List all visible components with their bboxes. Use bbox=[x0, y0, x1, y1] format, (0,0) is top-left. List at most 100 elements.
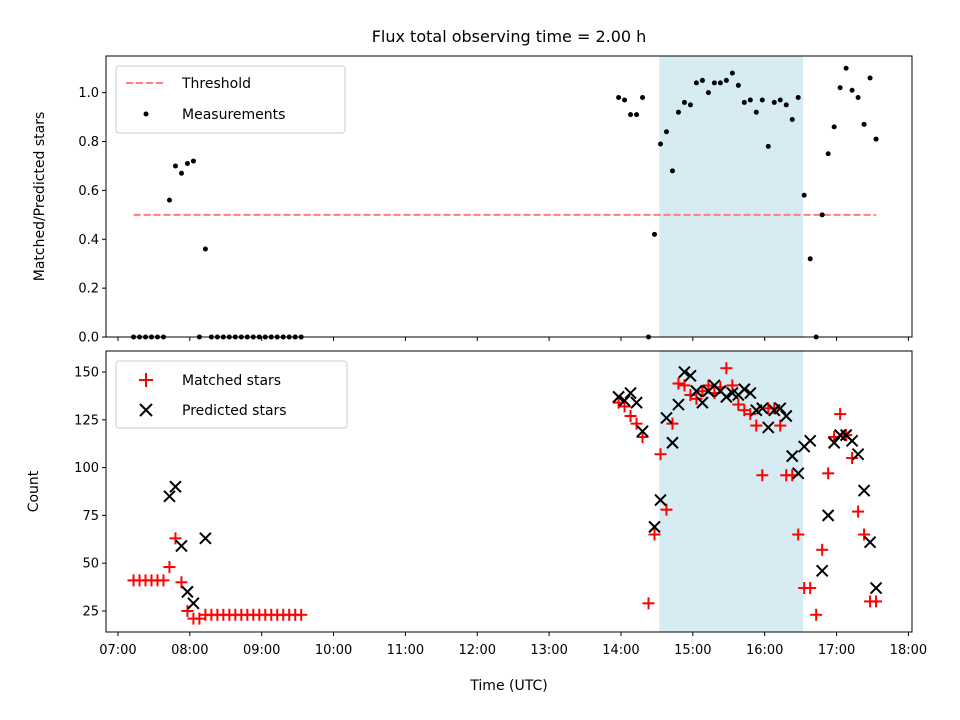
measurement-point bbox=[831, 124, 837, 130]
y-tick-label: 0.4 bbox=[78, 233, 99, 248]
measurement-point bbox=[675, 109, 681, 115]
measurement-point bbox=[657, 141, 663, 147]
measurement-point bbox=[178, 170, 184, 176]
top-x-ticks bbox=[117, 337, 909, 341]
top-legend: Threshold Measurements bbox=[115, 65, 346, 134]
x-tick-label: 11:00 bbox=[387, 643, 424, 658]
x-tick-label: 17:00 bbox=[818, 643, 855, 658]
matched-stars-point bbox=[654, 448, 667, 461]
matched-stars-point bbox=[672, 377, 685, 390]
matched-stars-point bbox=[169, 532, 182, 545]
measurement-point bbox=[202, 246, 208, 252]
predicted-stars-point bbox=[163, 490, 176, 503]
measurement-point bbox=[759, 97, 765, 103]
measurement-point bbox=[166, 197, 172, 203]
y-tick-label: 0.6 bbox=[78, 184, 99, 199]
matched-stars-point bbox=[666, 417, 679, 430]
matched-stars-point bbox=[157, 574, 170, 587]
legend-predicted-swatch bbox=[139, 403, 153, 417]
matched-stars-point bbox=[690, 392, 703, 405]
predicted-stars-point bbox=[199, 532, 212, 545]
x-tick-label: 09:00 bbox=[243, 643, 280, 658]
matched-stars-point bbox=[816, 543, 829, 556]
matched-stars-point bbox=[852, 505, 865, 518]
measurement-point bbox=[616, 95, 622, 101]
measurement-point bbox=[819, 212, 825, 218]
predicted-stars-point bbox=[684, 369, 697, 383]
matched-stars-point bbox=[750, 419, 763, 432]
x-tick-label: 07:00 bbox=[99, 643, 136, 658]
legend-predicted-label: Predicted stars bbox=[182, 403, 287, 419]
predicted-stars-point bbox=[672, 398, 685, 411]
matched-stars-point bbox=[810, 608, 823, 621]
top-axes-frame bbox=[105, 55, 913, 338]
matched-stars-point bbox=[804, 582, 817, 595]
measurement-point bbox=[867, 75, 873, 81]
measurement-point bbox=[807, 256, 813, 262]
predicted-stars-point bbox=[696, 396, 709, 409]
matched-stars-point bbox=[642, 597, 655, 610]
y-tick-label: 125 bbox=[74, 413, 99, 428]
measurement-point bbox=[681, 99, 687, 105]
predicted-stars-point bbox=[666, 436, 679, 449]
measurement-point bbox=[753, 109, 759, 115]
matched-stars-point bbox=[636, 431, 649, 444]
matched-stars-point bbox=[756, 469, 769, 482]
matched-stars-point bbox=[618, 400, 631, 413]
bottom-x-axis: 07:00 08:00 09:00 10:00 11:00 12:00 13:00 14:00… bbox=[99, 632, 927, 658]
predicted-stars-point bbox=[851, 448, 865, 461]
predicted-stars-point bbox=[869, 581, 883, 595]
legend-matched-swatch bbox=[139, 373, 153, 387]
predicted-stars-point bbox=[845, 434, 859, 448]
matched-stars-point bbox=[163, 561, 176, 574]
measurement-point bbox=[795, 95, 801, 101]
measurement-point bbox=[783, 102, 789, 108]
observing-window-shade-bottom bbox=[659, 351, 804, 632]
measurement-point bbox=[771, 99, 777, 105]
measurement-point bbox=[741, 99, 747, 105]
x-axis-label: Time (UTC) bbox=[469, 678, 547, 694]
measurement-point bbox=[849, 87, 855, 93]
x-tick-label: 12:00 bbox=[459, 643, 496, 658]
matched-stars-point bbox=[846, 452, 859, 465]
predicted-stars-point bbox=[744, 386, 757, 400]
y-tick-label: 75 bbox=[82, 509, 99, 524]
measurement-point bbox=[723, 77, 729, 83]
chart-title: Flux total observing time = 2.00 h bbox=[372, 27, 647, 46]
predicted-stars-point bbox=[612, 390, 625, 404]
predicted-stars-point bbox=[648, 520, 661, 534]
measurement-point bbox=[190, 158, 196, 164]
bottom-axes-frame bbox=[105, 350, 913, 633]
predicted-stars-point bbox=[780, 409, 793, 423]
predicted-stars-point bbox=[792, 467, 805, 480]
measurement-point bbox=[855, 95, 861, 101]
matched-stars-point bbox=[702, 379, 715, 392]
matched-stars-point bbox=[648, 528, 661, 541]
count-marks bbox=[127, 362, 883, 625]
x-tick-label: 13:00 bbox=[530, 643, 567, 658]
matched-stars-point bbox=[792, 528, 805, 541]
y-tick-label: 50 bbox=[82, 557, 99, 572]
measurement-point bbox=[663, 129, 669, 135]
predicted-stars-point bbox=[618, 394, 631, 407]
x-tick-label: 14:00 bbox=[602, 643, 639, 658]
matched-stars-point bbox=[834, 408, 847, 421]
measurement-point bbox=[861, 121, 867, 127]
matched-stars-point bbox=[726, 379, 739, 392]
measurement-point bbox=[747, 97, 753, 103]
matched-stars-point bbox=[660, 503, 673, 516]
matched-stars-point bbox=[181, 604, 194, 617]
ratio-panel: Flux total observing time = 2.00 h 0.0 0.… bbox=[32, 27, 913, 346]
measurement-point bbox=[693, 80, 699, 86]
top-y-axis-label: Matched/Predicted stars bbox=[32, 112, 48, 282]
bottom-y-axis: 25 50 75 100 125 150 bbox=[74, 366, 106, 619]
predicted-stars-point bbox=[181, 585, 194, 599]
measurement-point bbox=[777, 97, 783, 103]
matched-stars-point bbox=[768, 402, 781, 415]
matched-stars-point bbox=[858, 528, 871, 541]
y-tick-label: 0.0 bbox=[78, 331, 99, 346]
predicted-stars-point bbox=[636, 425, 649, 438]
predicted-stars-point bbox=[827, 436, 841, 449]
predicted-stars-point bbox=[815, 564, 829, 578]
measurement-point bbox=[717, 80, 723, 86]
